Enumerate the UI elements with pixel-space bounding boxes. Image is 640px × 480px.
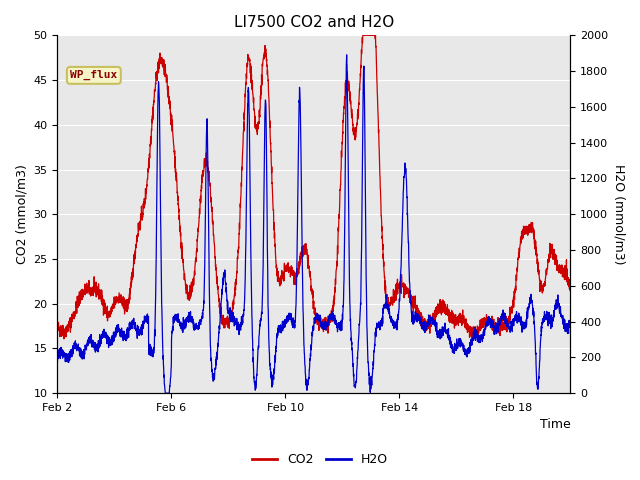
H2O — [279, 328, 287, 334]
X-axis label: Time: Time — [540, 419, 570, 432]
H2O — [514, 314, 522, 320]
CO2 — [54, 322, 61, 328]
CO2 — [514, 255, 522, 261]
Y-axis label: H2O (mmol/m3): H2O (mmol/m3) — [612, 164, 625, 264]
CO2 — [581, 329, 589, 335]
H2O — [343, 52, 351, 58]
Legend: CO2, H2O: CO2, H2O — [247, 448, 393, 471]
Title: LI7500 CO2 and H2O: LI7500 CO2 and H2O — [234, 15, 394, 30]
H2O — [145, 343, 153, 349]
Line: H2O: H2O — [58, 55, 585, 393]
H2O — [581, 322, 589, 327]
CO2 — [571, 306, 579, 312]
H2O — [114, 329, 122, 335]
H2O — [54, 360, 61, 365]
CO2 — [359, 33, 367, 38]
CO2 — [256, 114, 264, 120]
CO2 — [279, 275, 287, 280]
H2O — [256, 321, 264, 327]
Text: WP_flux: WP_flux — [70, 70, 118, 81]
H2O — [161, 390, 169, 396]
CO2 — [145, 156, 153, 161]
Line: CO2: CO2 — [58, 36, 585, 339]
CO2 — [60, 336, 68, 342]
Y-axis label: CO2 (mmol/m3): CO2 (mmol/m3) — [15, 164, 28, 264]
CO2 — [114, 297, 122, 303]
H2O — [571, 313, 579, 319]
